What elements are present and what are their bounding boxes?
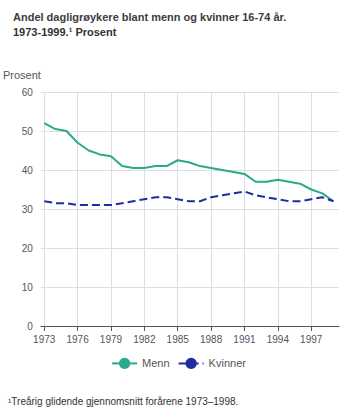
svg-text:1985: 1985	[167, 334, 190, 345]
svg-text:0: 0	[27, 321, 33, 332]
svg-text:¹Treårig glidende gjennomsnitt: ¹Treårig glidende gjennomsnitt forårene …	[8, 396, 238, 407]
svg-text:1973: 1973	[33, 334, 56, 345]
svg-text:Menn: Menn	[142, 357, 170, 369]
svg-text:1976: 1976	[66, 334, 89, 345]
svg-text:60: 60	[22, 87, 34, 98]
svg-text:40: 40	[22, 165, 34, 176]
svg-text:1988: 1988	[200, 334, 223, 345]
svg-text:1991: 1991	[233, 334, 256, 345]
svg-text:30: 30	[22, 204, 34, 215]
svg-text:20: 20	[22, 243, 34, 254]
svg-text:10: 10	[22, 282, 34, 293]
svg-text:Kvinner: Kvinner	[209, 357, 247, 369]
svg-text:1997: 1997	[300, 334, 323, 345]
svg-text:1979: 1979	[100, 334, 123, 345]
svg-text:1973-1999.¹ Prosent: 1973-1999.¹ Prosent	[13, 26, 117, 38]
svg-text:Andel dagligrøykere blant menn: Andel dagligrøykere blant menn og kvinne…	[13, 11, 286, 23]
svg-text:1982: 1982	[133, 334, 156, 345]
svg-text:50: 50	[22, 126, 34, 137]
svg-text:1994: 1994	[267, 334, 290, 345]
svg-text:Prosent: Prosent	[3, 69, 41, 81]
